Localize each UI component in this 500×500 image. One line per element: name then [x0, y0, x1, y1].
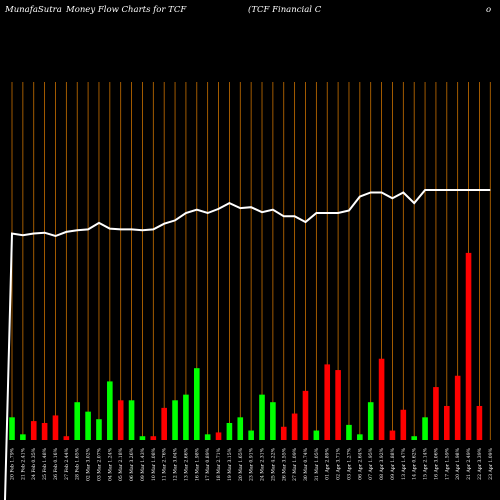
volume-bars: [9, 252, 483, 440]
volume-bar: [259, 394, 265, 440]
volume-bar: [150, 436, 157, 440]
x-tick-label: 03 Mar 2.07%: [96, 447, 102, 481]
volume-bar: [63, 436, 70, 440]
x-tick-label: 28 Feb 1.65%: [75, 447, 81, 480]
chart-title: Money Flow Charts for TCF: [65, 5, 187, 15]
x-tick-label: 20 Apr 1.98%: [455, 447, 461, 479]
chart-subtitle: (TCF Financial C: [248, 4, 322, 15]
volume-bar: [193, 368, 200, 440]
volume-bar: [324, 364, 331, 440]
volume-bar: [9, 417, 15, 440]
x-tick-label: 08 Apr 3.92%: [379, 447, 385, 479]
x-tick-label: 26 Mar 3.55%: [281, 447, 287, 481]
x-tick-label: 16 Apr 3.06%: [433, 447, 439, 479]
volume-bar: [270, 402, 276, 440]
site-name: MunafaSutra: [4, 5, 62, 15]
x-tick-label: 31 Mar 1.05%: [314, 447, 320, 481]
volume-bar: [161, 407, 167, 440]
volume-bar: [20, 434, 26, 440]
volume-bar: [30, 421, 37, 440]
x-tick-label: 23 Mar 0.91%: [249, 447, 255, 481]
x-tick-label: 06 Apr 2.64%: [357, 447, 363, 479]
x-tick-label: 09 Apr 1.88%: [390, 447, 396, 479]
volume-bar: [172, 400, 178, 440]
x-tick-label: 17 Mar 0.89%: [205, 447, 211, 481]
x-tick-label: 26 Feb 0.16%: [53, 447, 59, 480]
volume-bar: [226, 422, 233, 440]
volume-bar: [389, 430, 396, 440]
x-tick-label: 25 Mar 4.22%: [270, 447, 276, 481]
x-tick-label: 21 Apr 2.49%: [466, 447, 472, 479]
volume-bar: [313, 430, 320, 440]
volume-bar: [237, 417, 244, 440]
volume-bar: [367, 402, 374, 440]
x-tick-label: 17 Apr 1.59%: [444, 447, 450, 479]
x-tick-label: 20 Mar 1.65%: [238, 447, 244, 481]
x-tick-label: 19 Mar 3.15%: [227, 447, 233, 481]
volume-bar: [204, 434, 211, 440]
volume-bar: [400, 409, 407, 440]
volume-bar: [291, 413, 298, 440]
x-tick-label: 15 Apr 2.14%: [423, 447, 429, 479]
volume-bar: [248, 430, 254, 440]
x-tick-label: 13 Apr 1.47%: [401, 447, 407, 479]
price-line: [4, 189, 491, 500]
x-tick-label: 18 Mar 2.71%: [216, 447, 222, 481]
x-tick-label: 09 Mar 1.43%: [140, 447, 146, 481]
volume-bar: [96, 419, 102, 440]
x-tick-label: 30 Mar 0.74%: [303, 447, 309, 481]
volume-bar: [454, 375, 461, 440]
volume-bar: [422, 417, 428, 440]
volume-bar: [433, 387, 439, 440]
x-tick-label: 16 Mar 1.98%: [194, 447, 200, 481]
x-tick-label: 24 Feb 0.35%: [31, 447, 37, 480]
x-tick-label: 07 Apr 1.95%: [368, 447, 374, 479]
x-tick-label: 27 Feb 2.44%: [64, 447, 70, 480]
volume-bar: [215, 432, 222, 440]
volume-bar: [74, 402, 81, 440]
x-tick-label: 22 Apr 3.39%: [477, 447, 483, 479]
x-tick-label: 21 Feb 2.41%: [20, 447, 26, 480]
x-tick-label: 20 Feb 1.79%: [10, 447, 16, 480]
volume-bar: [346, 424, 352, 440]
volume-bar: [117, 400, 124, 440]
volume-bar: [107, 381, 113, 440]
x-tick-label: 02 Mar 3.02%: [86, 447, 92, 481]
chart-subtitle-extra: o: [486, 5, 491, 15]
volume-bar: [280, 426, 287, 440]
x-tick-label: 27 Mar 1.09%: [292, 447, 298, 481]
x-tick-label: 04 Mar 1.24%: [107, 447, 113, 481]
volume-bar: [85, 411, 91, 440]
x-tick-label: 02 Apr 3.71%: [336, 447, 342, 479]
volume-bar: [465, 252, 472, 440]
volume-bar: [302, 390, 309, 440]
volume-bar: [139, 436, 146, 440]
x-tick-label: 13 Mar 2.66%: [183, 447, 189, 481]
volume-bar: [357, 434, 363, 440]
x-tick-label: 11 Mar 2.76%: [162, 447, 168, 481]
x-tick-label: 24 Mar 2.31%: [260, 447, 266, 481]
x-tick-label: 06 Mar 3.26%: [129, 447, 135, 481]
volume-bar: [444, 405, 450, 440]
x-tick-labels: 20 Feb 1.79% 21 Feb 2.41% 24 Feb 0.35% 25 F…: [10, 447, 494, 481]
x-tick-label: 10 Mar 1.08%: [151, 447, 157, 481]
volume-bar: [335, 370, 341, 440]
x-tick-label: 03 Apr 1.27%: [346, 447, 352, 479]
x-tick-label: 23 Apr 1.09%: [488, 447, 494, 479]
volume-bar: [52, 415, 59, 440]
x-tick-label: 01 Apr 2.89%: [325, 447, 331, 479]
x-tick-label: 12 Mar 3.04%: [173, 447, 179, 481]
x-tick-label: 14 Apr 0.62%: [412, 447, 418, 479]
volume-bar: [378, 358, 385, 440]
volume-bar: [411, 436, 417, 440]
x-tick-label: 25 Feb 1.48%: [42, 447, 48, 480]
volume-bar: [41, 422, 48, 440]
volume-bar: [476, 405, 483, 440]
x-tick-label: 05 Mar 2.18%: [118, 447, 124, 481]
volume-bar: [128, 400, 135, 440]
volume-bar: [183, 394, 189, 440]
